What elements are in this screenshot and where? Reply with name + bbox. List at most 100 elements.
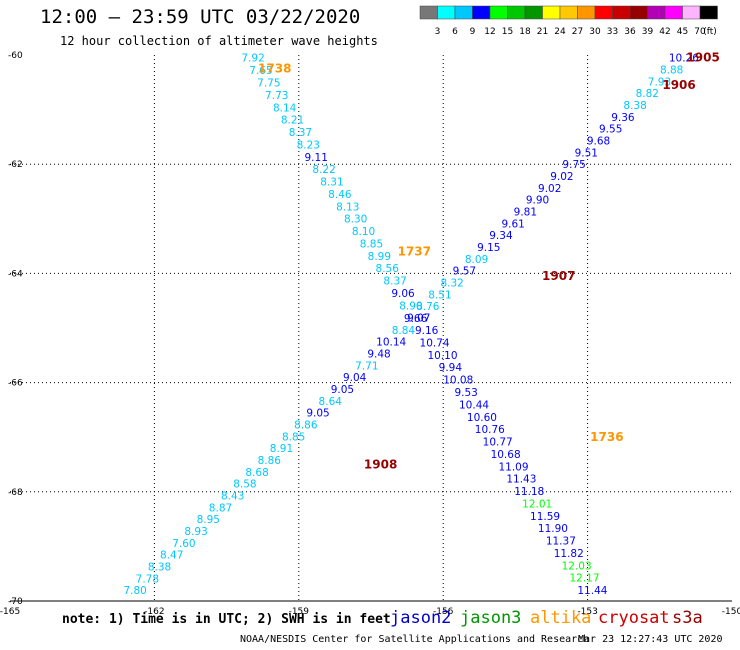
x-tick-label: -156 xyxy=(433,607,454,617)
pass-number-label: 1907 xyxy=(542,269,575,283)
swh-point-label: 8.93 xyxy=(184,526,207,538)
swh-point-label: 10.26 xyxy=(669,53,699,65)
colorbar-label: 27 xyxy=(572,27,583,37)
colorbar-label: 12 xyxy=(484,27,495,37)
swh-point-label: 9.15 xyxy=(477,242,500,254)
colorbar-label: 9 xyxy=(470,27,476,37)
swh-point-label: 8.68 xyxy=(245,467,268,479)
swh-point-label: 8.82 xyxy=(636,88,659,100)
pass-number-label: 1906 xyxy=(662,78,695,92)
y-tick-label: -66 xyxy=(8,379,23,389)
swh-point-label: 7.71 xyxy=(355,360,378,372)
swh-point-label: 9.75 xyxy=(562,159,585,171)
swh-point-label: 9.90 xyxy=(526,195,549,207)
swh-point-label: 10.60 xyxy=(467,412,497,424)
x-tick-label: -165 xyxy=(0,607,20,617)
swh-point-label: 10.68 xyxy=(491,449,521,461)
swh-point-label: 10.10 xyxy=(427,350,457,362)
swh-point-label: 8.58 xyxy=(233,479,256,491)
swh-point-label: 11.09 xyxy=(498,461,528,473)
swh-point-label: 9.81 xyxy=(514,207,537,219)
colorbar-label: 21 xyxy=(537,27,548,37)
swh-point-label: 8.56 xyxy=(376,263,400,275)
swh-point-label: 9.07 xyxy=(407,313,430,325)
swh-point-label: 8.32 xyxy=(440,278,463,290)
swh-point-label: 9.57 xyxy=(453,266,476,278)
swh-point-label: 8.13 xyxy=(336,201,359,213)
y-tick-label: -64 xyxy=(8,269,23,279)
pass-number-label: 1738 xyxy=(258,62,291,76)
mission-altika: altika xyxy=(530,608,592,628)
swh-point-label: 9.55 xyxy=(599,124,622,136)
swh-point-label: 11.90 xyxy=(538,523,568,535)
swh-point-label: 8.31 xyxy=(320,177,343,189)
swh-point-label: 8.37 xyxy=(289,127,312,139)
colorbar-label: 18 xyxy=(519,27,531,37)
swh-point-label: 8.76 xyxy=(416,301,440,313)
colorbar-label: 42 xyxy=(659,27,670,37)
swh-point-label: 8.22 xyxy=(312,164,335,176)
swh-point-label: 8.38 xyxy=(623,100,646,112)
footer-note: note: 1) Time is in UTC; 2) SWH is in fe… xyxy=(62,612,391,627)
swh-point-label: 8.95 xyxy=(197,514,220,526)
colorbar-swatch xyxy=(699,5,718,20)
x-tick-label: -159 xyxy=(289,607,310,617)
swh-point-label: 8.51 xyxy=(428,289,451,301)
swh-point-label: 9.68 xyxy=(587,136,610,148)
pass-number-label: 1737 xyxy=(398,245,431,259)
swh-point-label: 8.86 xyxy=(258,455,282,467)
swh-point-label: 7.93 xyxy=(648,76,671,88)
swh-point-label: 11.44 xyxy=(577,585,607,597)
colorbar-label: 70 xyxy=(694,27,706,37)
swh-point-label: 11.18 xyxy=(514,486,544,498)
colorbar-label: 3 xyxy=(435,27,441,37)
swh-point-label: 11.59 xyxy=(530,511,560,523)
swh-point-label: 8.21 xyxy=(281,115,304,127)
swh-point-label: 7.60 xyxy=(172,538,195,550)
swh-point-label: 9.02 xyxy=(550,171,573,183)
swh-point-label: 8.30 xyxy=(344,214,367,226)
swh-point-label: 9.36 xyxy=(611,112,635,124)
swh-point-label: 8.46 xyxy=(328,189,352,201)
swh-point-label: 7.75 xyxy=(257,77,280,89)
colorbar-label: 6 xyxy=(452,27,458,37)
colorbar: 3 6 9 12 15 18 21 24 27 30 33 36 39 42 45 70(ft) xyxy=(419,5,718,37)
swh-point-label: 11.82 xyxy=(554,548,584,560)
colorbar-unit: (ft) xyxy=(703,27,717,37)
swh-point-label: 8.10 xyxy=(352,226,375,238)
swh-point-label: 10.74 xyxy=(420,337,450,349)
swh-point-label: 9.02 xyxy=(538,183,561,195)
swh-point-label: 8.37 xyxy=(383,276,406,288)
swh-point-label: 8.99 xyxy=(368,251,391,263)
footer-timestamp: Mar 23 12:27:43 UTC 2020 xyxy=(578,634,723,645)
swh-point-label: 7.78 xyxy=(136,573,159,585)
swh-point-label: 9.34 xyxy=(489,230,513,242)
swh-point-label: 9.05 xyxy=(306,408,329,420)
y-tick-label: -60 xyxy=(8,51,23,61)
swh-point-label: 8.88 xyxy=(660,65,683,77)
swh-point-label: 12.17 xyxy=(569,573,599,585)
swh-point-label: 8.86 xyxy=(294,419,318,431)
y-tick-label: -68 xyxy=(8,488,23,498)
x-tick-label: -150 xyxy=(722,607,740,617)
swh-point-label: 8.90 xyxy=(399,300,422,312)
swh-point-label: 7.73 xyxy=(265,90,288,102)
swh-point-label: 7.92 xyxy=(241,53,264,65)
swh-point-label: 9.11 xyxy=(305,152,328,164)
swh-point-label: 9.16 xyxy=(415,325,439,337)
swh-point-label: 7.80 xyxy=(123,585,146,597)
swh-point-label: 8.23 xyxy=(297,139,320,151)
swh-point-label: 8.85 xyxy=(282,431,305,443)
swh-point-label: 8.09 xyxy=(465,254,488,266)
y-tick-label: -70 xyxy=(8,597,23,607)
colorbar-label: 45 xyxy=(677,27,688,37)
swh-point-label: 10.44 xyxy=(459,399,489,411)
swh-point-label: 10.76 xyxy=(475,424,505,436)
colorbar-label: 24 xyxy=(554,27,566,37)
x-tick-label: -162 xyxy=(144,607,164,617)
swh-point-label: 8.43 xyxy=(221,490,244,502)
colorbar-label: 30 xyxy=(589,27,601,37)
colorbar-label: 33 xyxy=(607,27,618,37)
